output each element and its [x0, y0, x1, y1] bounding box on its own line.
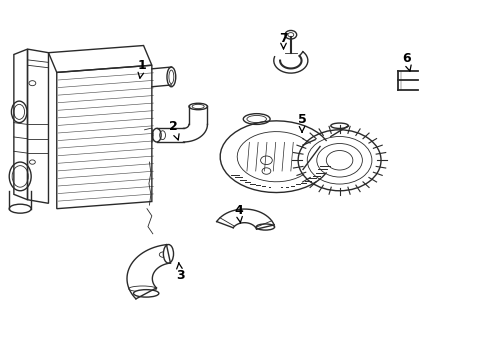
Ellipse shape [188, 103, 207, 110]
Ellipse shape [330, 123, 347, 129]
Text: 5: 5 [297, 113, 306, 132]
Text: 6: 6 [401, 51, 410, 71]
Ellipse shape [133, 290, 159, 297]
Ellipse shape [152, 129, 161, 142]
Text: 2: 2 [169, 121, 179, 140]
Text: 7: 7 [279, 32, 287, 49]
Text: 1: 1 [138, 59, 146, 78]
Text: 4: 4 [234, 204, 243, 223]
Text: 3: 3 [176, 263, 184, 282]
Ellipse shape [9, 204, 31, 213]
Ellipse shape [256, 224, 274, 230]
Ellipse shape [166, 67, 175, 87]
Ellipse shape [243, 114, 269, 125]
Ellipse shape [163, 244, 173, 263]
